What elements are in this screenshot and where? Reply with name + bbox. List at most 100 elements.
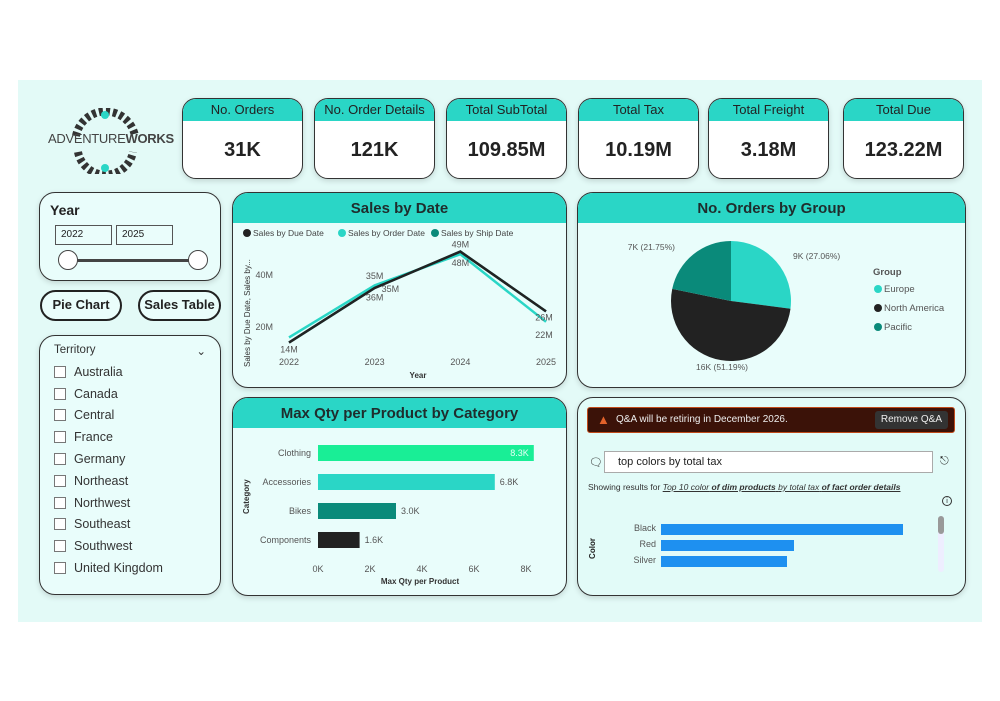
- pie-data-label: 16K (51.19%): [696, 362, 748, 372]
- year-slider-handle-start[interactable]: [58, 250, 78, 270]
- qa-axis-label: Color: [587, 538, 597, 559]
- checkbox[interactable]: [54, 431, 66, 444]
- territory-item[interactable]: Southwest: [54, 535, 206, 557]
- category-label: Clothing: [278, 448, 311, 458]
- data-label: 3.0K: [401, 506, 420, 516]
- bar-chart-svg: Clothing 8.3K Accessories 6.8K Bikes 3.0K Comp…: [242, 445, 534, 586]
- series-line-1: [288, 252, 547, 339]
- logo-text-bold: WORKS: [125, 131, 174, 146]
- legend-label: Sales by Due Date: [253, 228, 324, 238]
- showing-label: Showing results for: [588, 482, 661, 492]
- checkbox[interactable]: [54, 474, 66, 487]
- y-axis-title: Category: [242, 479, 251, 514]
- checkbox[interactable]: [54, 453, 66, 466]
- x-tick-label: 2023: [365, 357, 385, 367]
- territory-label: Northwest: [74, 495, 131, 510]
- sales-table-button[interactable]: Sales Table: [138, 290, 221, 321]
- share-icon[interactable]: ⎋: [940, 455, 949, 467]
- year-from-input[interactable]: 2022: [55, 225, 112, 245]
- comment-icon: 🗨: [589, 457, 603, 469]
- kpi-total-tax: Total Tax 10.19M: [578, 98, 699, 179]
- kpi-total-due: Total Due 123.22M: [843, 98, 964, 179]
- year-slider-handle-end[interactable]: [188, 250, 208, 270]
- scrollbar[interactable]: [938, 516, 944, 572]
- chevron-down-icon[interactable]: ⌄: [196, 346, 206, 358]
- series-line-0: [288, 250, 547, 344]
- bar-clothing: [318, 445, 534, 461]
- pie-slice-pacific: [672, 241, 731, 301]
- qa-bar-label: Black: [633, 523, 656, 533]
- legend-label: Sales by Order Date: [348, 228, 425, 238]
- category-label: Components: [260, 535, 312, 545]
- territory-label: Southwest: [74, 539, 133, 554]
- result-term[interactable]: by total tax: [778, 482, 820, 492]
- bar-accessories: [318, 474, 495, 490]
- data-label: 48M: [452, 258, 470, 268]
- checkbox[interactable]: [54, 365, 66, 378]
- kpi-value: 123.22M: [864, 139, 943, 161]
- checkbox[interactable]: [54, 540, 66, 553]
- territory-item[interactable]: Northwest: [54, 492, 206, 514]
- territory-item[interactable]: Germany: [54, 448, 206, 470]
- qa-bar[interactable]: [661, 524, 903, 535]
- x-tick-label: 8K: [520, 564, 531, 574]
- qa-bar[interactable]: [661, 556, 787, 567]
- adventureworks-logo: ADVENTUREWORKS: [48, 107, 174, 179]
- legend-marker: [431, 229, 439, 237]
- remove-qa-button[interactable]: Remove Q&A: [874, 411, 948, 429]
- y-tick-label: 40M: [255, 270, 273, 280]
- territory-label: Northeast: [74, 473, 129, 488]
- pie-data-label: 9K (27.06%): [793, 251, 840, 261]
- year-slider-track[interactable]: [68, 259, 198, 262]
- result-term[interactable]: of dim products: [711, 482, 776, 492]
- legend-label: Sales by Ship Date: [441, 228, 514, 238]
- pie-chart-button[interactable]: Pie Chart: [40, 290, 122, 321]
- legend-marker: [874, 323, 882, 331]
- territory-title: Territory: [54, 344, 96, 356]
- x-tick-label: 4K: [416, 564, 427, 574]
- territory-item[interactable]: Northeast: [54, 470, 206, 492]
- kpi-value: 109.85M: [467, 139, 546, 161]
- x-tick-label: 6K: [468, 564, 479, 574]
- territory-item[interactable]: Central: [54, 405, 206, 427]
- qa-showing-results: Showing results for Top 10 color of dim …: [588, 482, 901, 492]
- pie-slice-north-america: [671, 288, 791, 361]
- territory-item[interactable]: Canada: [54, 383, 206, 405]
- info-icon[interactable]: i: [942, 496, 952, 506]
- territory-item[interactable]: Southeast: [54, 514, 206, 536]
- y-tick-label: 20M: [255, 322, 273, 332]
- data-label: 8.3K: [510, 448, 529, 458]
- result-term[interactable]: Top 10 color: [662, 482, 710, 492]
- kpi-value: 10.19M: [605, 139, 672, 161]
- x-tick-label: 2024: [450, 357, 470, 367]
- territory-item[interactable]: Australia: [54, 361, 206, 383]
- logo-text: ADVENTURE: [48, 131, 126, 146]
- legend-marker: [874, 304, 882, 312]
- data-label: 1.6K: [365, 535, 384, 545]
- checkbox[interactable]: [54, 409, 66, 422]
- territory-item[interactable]: United Kingdom: [54, 557, 206, 579]
- kpi-label: No. Orders: [183, 99, 302, 121]
- data-label: 35M: [366, 271, 384, 281]
- legend-title: Group: [873, 267, 902, 278]
- max-qty-chart: Max Qty per Product by Category Clothing…: [232, 397, 567, 596]
- qa-bar[interactable]: [661, 540, 795, 551]
- qa-question-input[interactable]: top colors by total tax: [604, 451, 933, 473]
- checkbox[interactable]: [54, 518, 66, 531]
- data-label: 36M: [366, 292, 384, 302]
- x-tick-label: 2022: [279, 357, 299, 367]
- kpi-label: Total Tax: [579, 99, 698, 121]
- chart-title: Max Qty per Product by Category: [233, 398, 566, 428]
- territory-item[interactable]: France: [54, 426, 206, 448]
- year-to-input[interactable]: 2025: [116, 225, 173, 245]
- checkbox[interactable]: [54, 387, 66, 400]
- year-slicer-title: Year: [50, 202, 80, 218]
- checkbox[interactable]: [54, 562, 66, 575]
- data-label: 14M: [280, 345, 298, 355]
- territory-label: France: [74, 430, 113, 445]
- kpi-label: Total Due: [844, 99, 963, 121]
- result-term[interactable]: of fact order details: [821, 482, 901, 492]
- pie-slice-europe: [731, 241, 791, 309]
- checkbox[interactable]: [54, 496, 66, 509]
- data-label: 22M: [535, 330, 553, 340]
